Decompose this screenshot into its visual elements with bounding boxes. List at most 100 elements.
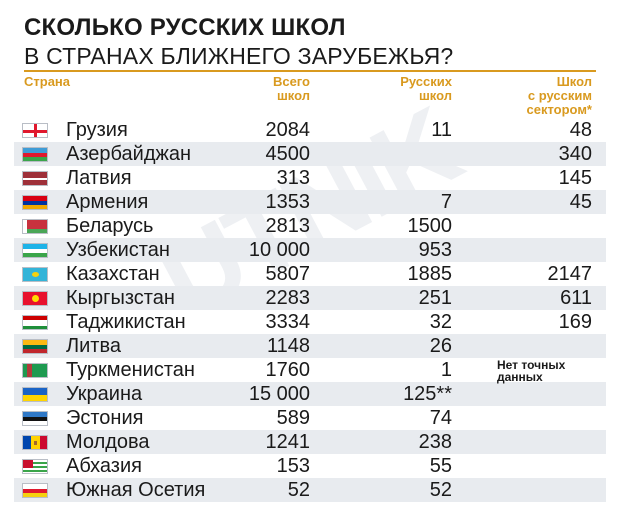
country-name: Абхазия [66, 455, 142, 477]
georgia-flag-icon [22, 123, 48, 138]
latvia-flag-icon [22, 171, 48, 186]
total-schools-value: 589 [276, 407, 310, 429]
no-data-note: Нет точных данных [497, 359, 565, 383]
country-name: Казахстан [66, 263, 160, 285]
russian-schools-value: 238 [418, 431, 452, 453]
uzbekistan-flag-icon [22, 243, 48, 258]
russian-sector-schools-value: 611 [560, 287, 592, 309]
table-row: Южная Осетия 52 52 [14, 478, 606, 502]
column-header-russian: Русских школ [400, 75, 452, 103]
total-schools-value: 2813 [265, 215, 311, 237]
table-row: Грузия 2084 11 48 [14, 118, 606, 142]
country-name: Кыргызстан [66, 287, 175, 309]
total-schools-value: 1760 [265, 359, 311, 381]
total-schools-value: 313 [276, 167, 310, 189]
russian-schools-value: 1500 [407, 215, 453, 237]
total-schools-value: 1148 [266, 335, 310, 357]
total-schools-value: 4500 [265, 143, 311, 165]
total-schools-value: 10 000 [248, 239, 310, 261]
column-header-russian-line1: Русских [400, 74, 452, 89]
column-header-total-line2: школ [276, 88, 310, 103]
kazakhstan-flag-icon [22, 267, 48, 282]
page-title: СКОЛЬКО РУССКИХ ШКОЛ [24, 14, 346, 41]
total-schools-value: 15 000 [248, 383, 310, 405]
table-row: Армения 1353 7 45 [14, 190, 606, 214]
table-row: Эстония 589 74 [14, 406, 606, 430]
ukraine-flag-icon [22, 387, 48, 402]
russian-schools-value: 52 [429, 479, 452, 501]
column-header-total: Всего школ [273, 75, 310, 103]
total-schools-value: 5807 [265, 263, 311, 285]
abkhazia-flag-icon [22, 459, 48, 474]
russian-schools-value: 251 [418, 287, 452, 309]
tajikistan-flag-icon [22, 315, 48, 330]
schools-table: Грузия 2084 11 48 Азербайджан 4500 340 Латвия 31… [14, 118, 606, 502]
total-schools-value: 153 [276, 455, 310, 477]
russian-sector-schools-value: 48 [569, 119, 592, 141]
country-name: Азербайджан [66, 143, 192, 165]
table-row: Кыргызстан 2283 251 611 [14, 286, 606, 310]
russian-schools-value: 7 [440, 191, 452, 213]
country-name: Армения [66, 191, 149, 213]
table-row: Таджикистан 3334 32 169 [14, 310, 606, 334]
column-header-sector-line3: сектором* [526, 102, 593, 117]
table-row: Азербайджан 4500 340 [14, 142, 606, 166]
total-schools-value: 2084 [265, 119, 311, 141]
estonia-flag-icon [22, 411, 48, 426]
table-row: Казахстан 5807 1885 2147 [14, 262, 606, 286]
russian-schools-value: 125** [403, 383, 452, 405]
total-schools-value: 52 [287, 479, 310, 501]
russian-schools-value: 55 [429, 455, 452, 477]
turkmenistan-flag-icon [22, 363, 48, 378]
total-schools-value: 2283 [265, 287, 311, 309]
country-name: Латвия [66, 167, 132, 189]
table-row: Украина 15 000 125** [14, 382, 606, 406]
russian-schools-value: 11 [431, 119, 452, 141]
no-data-note-line2: данных [497, 370, 543, 384]
page-subtitle: В СТРАНАХ БЛИЖНЕГО ЗАРУБЕЖЬЯ? [24, 43, 454, 69]
armenia-flag-icon [22, 195, 48, 210]
south-ossetia-flag-icon [22, 483, 48, 498]
russian-sector-schools-value: 45 [569, 191, 592, 213]
column-header-country: Страна [24, 74, 71, 89]
russian-schools-value: 26 [429, 335, 452, 357]
table-row: Абхазия 153 55 [14, 454, 606, 478]
russian-sector-schools-value: 145 [558, 167, 592, 189]
table-row: Латвия 313 145 [14, 166, 606, 190]
belarus-flag-icon [22, 219, 48, 234]
total-schools-value: 1241 [265, 431, 311, 453]
kyrgyzstan-flag-icon [22, 291, 48, 306]
table-row: Литва 1148 26 [14, 334, 606, 358]
column-header-total-line1: Всего [272, 74, 310, 89]
country-name: Грузия [66, 119, 128, 141]
russian-sector-schools-value: 340 [558, 143, 592, 165]
total-schools-value: 3334 [265, 311, 311, 333]
table-row: Туркменистан 1760 1 [14, 358, 606, 382]
table-row: Молдова 1241 238 [14, 430, 606, 454]
lithuania-flag-icon [22, 339, 48, 354]
russian-schools-value: 1885 [407, 263, 453, 285]
country-name: Молдова [66, 431, 150, 453]
country-name: Эстония [66, 407, 144, 429]
column-header-sector: Школ с русским сектором* [527, 75, 593, 117]
table-row: Беларусь 2813 1500 [14, 214, 606, 238]
country-name: Таджикистан [66, 311, 186, 333]
country-name: Туркменистан [66, 359, 195, 381]
russian-schools-value: 953 [418, 239, 452, 261]
country-name: Южная Осетия [66, 479, 206, 501]
russian-schools-value: 1 [440, 359, 452, 381]
header-divider [24, 70, 596, 72]
moldova-flag-icon [22, 435, 48, 450]
column-header-russian-line2: школ [418, 88, 452, 103]
country-name: Беларусь [66, 215, 154, 237]
country-name: Узбекистан [66, 239, 170, 261]
country-name: Литва [66, 335, 121, 357]
russian-sector-schools-value: 169 [558, 311, 592, 333]
table-row: Узбекистан 10 000 953 [14, 238, 606, 262]
no-data-note-line1: Нет точных [497, 358, 566, 372]
russian-sector-schools-value: 2147 [547, 263, 593, 285]
column-header-sector-line1: Школ [556, 74, 592, 89]
country-name: Украина [66, 383, 143, 405]
russian-schools-value: 74 [429, 407, 452, 429]
russian-schools-value: 32 [429, 311, 452, 333]
